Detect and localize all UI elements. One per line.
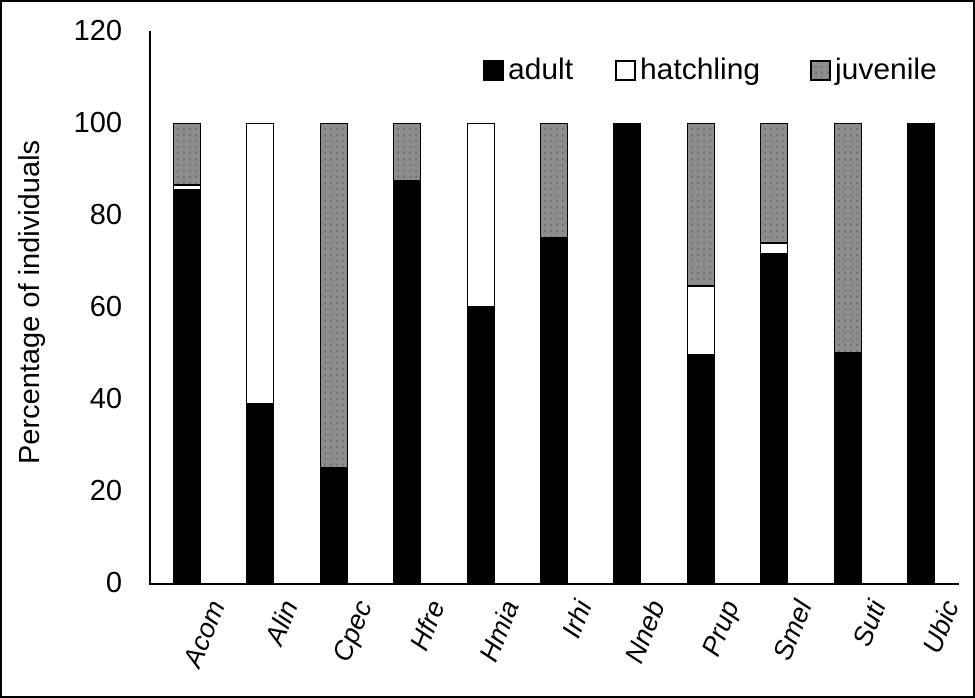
- bar-hmia: [466, 123, 495, 583]
- bar-segment-adult: [833, 353, 862, 583]
- y-tick-label-60: 60: [89, 291, 122, 323]
- legend-label-juvenile: juvenile: [835, 53, 937, 86]
- bar-segment-adult: [760, 254, 789, 583]
- bar-segment-juvenile: [173, 123, 201, 186]
- bar-segment-juvenile: [686, 123, 715, 287]
- legend-item-juvenile: juvenile: [810, 54, 937, 86]
- bar-acom: [173, 123, 201, 583]
- bar-segment-adult: [613, 123, 642, 583]
- x-label-acom: Acom: [177, 596, 231, 672]
- y-tick-label-120: 120: [73, 15, 122, 47]
- x-label-ubic: Ubic: [916, 596, 965, 658]
- hatchling-legend-swatch: [615, 59, 636, 81]
- bar-prup: [686, 123, 715, 583]
- bar-segment-adult: [686, 355, 715, 583]
- legend-label-adult: adult: [508, 53, 574, 86]
- x-label-hfre: Hfre: [404, 596, 452, 655]
- bar-segment-juvenile: [393, 123, 422, 181]
- bar-segment-hatchling: [760, 242, 789, 255]
- bar-segment-juvenile: [833, 123, 862, 353]
- x-label-cpec: Cpec: [326, 596, 378, 666]
- y-tick-label-0: 0: [105, 567, 122, 599]
- y-axis-line: [149, 31, 151, 585]
- bar-segment-hatchling: [246, 123, 275, 404]
- bar-ubic: [907, 123, 935, 583]
- x-label-smel: Smel: [767, 596, 819, 665]
- y-tick-label-20: 20: [89, 475, 122, 507]
- bar-smel: [760, 123, 789, 583]
- bar-segment-adult: [319, 468, 348, 583]
- y-tick-label-80: 80: [89, 199, 122, 231]
- juvenile-legend-swatch: [810, 59, 831, 81]
- bar-segment-juvenile: [540, 123, 568, 238]
- x-label-alin: Alin: [259, 596, 305, 649]
- x-label-nneb: Nneb: [619, 596, 672, 668]
- bar-irhi: [540, 123, 568, 583]
- bar-segment-adult: [173, 189, 201, 583]
- x-label-irhi: Irhi: [555, 596, 598, 643]
- bar-segment-adult: [393, 180, 422, 583]
- bar-nneb: [613, 123, 642, 583]
- bar-segment-juvenile: [760, 123, 789, 243]
- x-axis-line: [149, 583, 959, 585]
- legend-item-adult: adult: [483, 54, 573, 86]
- x-label-suti: Suti: [846, 596, 892, 651]
- adult-legend-swatch: [483, 59, 504, 81]
- legend: adult hatchling juvenile: [2, 2, 973, 102]
- x-label-hmia: Hmia: [472, 596, 525, 666]
- bar-segment-hatchling: [686, 286, 715, 356]
- bar-alin: [246, 123, 275, 583]
- x-label-prup: Prup: [695, 596, 745, 661]
- bar-segment-juvenile: [319, 123, 348, 468]
- bar-hfre: [393, 123, 422, 583]
- bar-segment-adult: [907, 123, 935, 583]
- bar-segment-hatchling: [466, 123, 495, 307]
- legend-item-hatchling: hatchling: [615, 54, 760, 86]
- y-tick-label-40: 40: [89, 383, 122, 415]
- bar-segment-adult: [466, 307, 495, 583]
- bar-segment-adult: [540, 238, 568, 583]
- bar-segment-hatchling: [173, 185, 201, 190]
- bar-suti: [833, 123, 862, 583]
- y-tick-label-100: 100: [73, 107, 122, 139]
- bar-cpec: [319, 123, 348, 583]
- legend-label-hatchling: hatchling: [640, 53, 761, 86]
- bar-segment-adult: [246, 403, 275, 583]
